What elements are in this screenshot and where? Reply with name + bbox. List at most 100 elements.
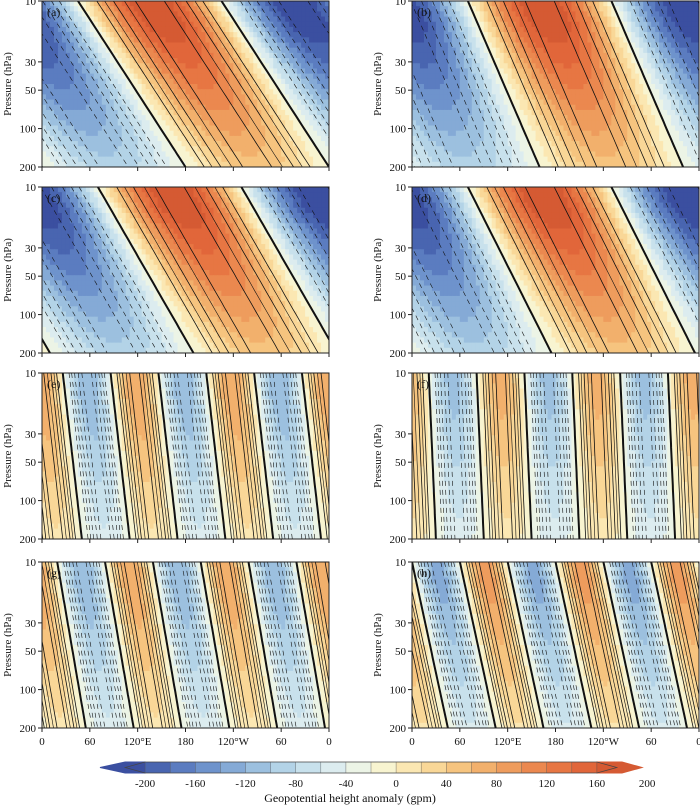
heat-cell bbox=[241, 47, 246, 54]
heat-cell bbox=[49, 26, 55, 33]
heat-cell bbox=[412, 89, 417, 95]
heat-cell bbox=[42, 161, 47, 167]
heat-cell bbox=[257, 192, 262, 198]
heat-cell bbox=[209, 125, 215, 132]
heat-cell bbox=[109, 151, 115, 158]
heat-cell bbox=[265, 63, 270, 70]
heat-cell bbox=[237, 11, 242, 18]
heat-cell bbox=[579, 115, 585, 121]
heat-cell bbox=[615, 141, 620, 147]
heat-cell bbox=[153, 78, 159, 85]
heat-cell bbox=[73, 32, 79, 38]
heat-cell bbox=[455, 156, 461, 163]
heat-cell bbox=[165, 146, 171, 153]
heat-cell bbox=[603, 161, 608, 167]
heat-cell bbox=[249, 130, 254, 137]
heat-cell bbox=[321, 32, 326, 38]
heat-cell bbox=[639, 63, 644, 70]
heat-cell bbox=[325, 58, 329, 64]
heat-cell bbox=[463, 115, 469, 121]
heat-cell bbox=[117, 47, 123, 54]
heat-cell bbox=[635, 21, 640, 28]
heat-cell bbox=[213, 151, 218, 158]
heat-cell bbox=[321, 120, 326, 127]
heat-cell bbox=[575, 125, 581, 132]
heat-cell bbox=[412, 151, 417, 158]
heat-cell bbox=[185, 156, 191, 163]
heat-cell bbox=[201, 63, 207, 70]
heat-cell bbox=[65, 26, 71, 33]
heat-cell bbox=[463, 94, 469, 101]
heat-cell bbox=[423, 52, 429, 59]
heat-cell bbox=[109, 120, 115, 127]
heat-cell bbox=[69, 161, 75, 167]
heat-cell bbox=[145, 115, 151, 121]
heat-cell bbox=[643, 16, 648, 23]
heat-cell bbox=[619, 120, 624, 127]
heat-cell bbox=[245, 130, 250, 137]
heat-cell bbox=[547, 135, 553, 142]
heat-cell bbox=[149, 42, 155, 49]
heat-cell bbox=[607, 115, 612, 121]
heat-cell bbox=[65, 73, 71, 80]
heat-cell bbox=[443, 141, 449, 147]
heat-cell bbox=[611, 11, 616, 18]
heat-cell bbox=[97, 26, 103, 33]
heat-cell bbox=[511, 16, 517, 23]
heat-cell bbox=[671, 151, 676, 158]
heat-cell bbox=[567, 161, 573, 167]
heat-cell bbox=[113, 135, 119, 142]
heat-cell bbox=[507, 78, 513, 85]
contour-line bbox=[194, 1, 303, 167]
heat-cell bbox=[439, 37, 445, 44]
heat-cell bbox=[249, 141, 254, 147]
heat-cell bbox=[177, 99, 183, 106]
heat-cell bbox=[137, 84, 143, 90]
heat-cell bbox=[101, 141, 107, 147]
heat-cell bbox=[507, 135, 513, 142]
heat-cell bbox=[42, 63, 47, 70]
heat-cell bbox=[237, 141, 242, 147]
heat-cell bbox=[141, 89, 147, 95]
heat-cell bbox=[73, 21, 79, 28]
heat-cell bbox=[531, 21, 537, 28]
heat-cell bbox=[451, 42, 457, 49]
heat-cell bbox=[61, 32, 67, 38]
heat-cell bbox=[455, 37, 461, 44]
heat-cell bbox=[141, 161, 147, 167]
heat-cell bbox=[169, 156, 175, 163]
heat-cell bbox=[205, 120, 211, 127]
heat-cell bbox=[655, 37, 660, 44]
heat-cell bbox=[655, 130, 660, 137]
heat-cell bbox=[42, 125, 47, 132]
heat-cell bbox=[205, 68, 211, 75]
heat-cell bbox=[157, 21, 163, 28]
heat-cell bbox=[679, 89, 684, 95]
heat-cell bbox=[133, 42, 139, 49]
heat-cell bbox=[321, 68, 326, 75]
heat-cell bbox=[563, 135, 569, 142]
heat-cell bbox=[459, 52, 465, 59]
heat-cell bbox=[467, 63, 473, 70]
heat-cell bbox=[301, 120, 306, 127]
heat-cell bbox=[619, 16, 624, 23]
heat-cell bbox=[683, 47, 688, 54]
heat-cell bbox=[443, 115, 449, 121]
heat-cell bbox=[69, 146, 75, 153]
heat-cell bbox=[261, 42, 266, 49]
heat-cell bbox=[249, 47, 254, 54]
heat-cell bbox=[427, 141, 433, 147]
heat-cell bbox=[423, 32, 429, 38]
heat-cell bbox=[423, 58, 429, 64]
heat-cell bbox=[313, 73, 318, 80]
contour-line bbox=[575, 1, 648, 167]
heat-cell bbox=[543, 1, 549, 7]
heat-cell bbox=[173, 47, 179, 54]
heat-cell bbox=[487, 1, 493, 7]
heat-cell bbox=[305, 156, 310, 163]
heat-cell bbox=[149, 109, 155, 116]
heat-cell bbox=[663, 52, 668, 59]
heat-cell bbox=[45, 89, 51, 95]
heat-cell bbox=[511, 94, 517, 101]
heat-cell bbox=[427, 6, 433, 12]
